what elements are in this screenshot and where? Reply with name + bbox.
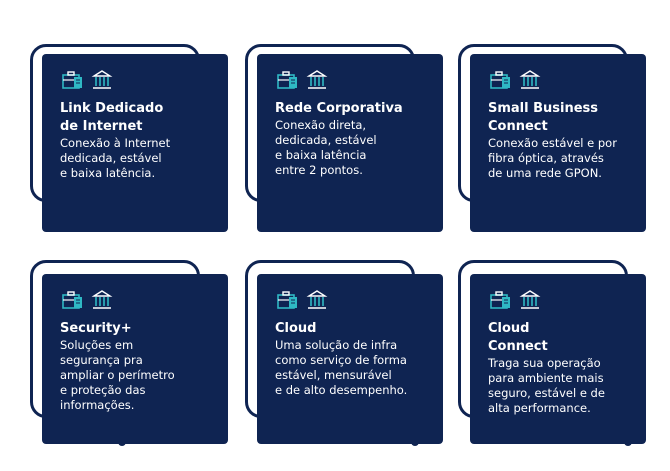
card-title: Rede Corporativa — [275, 101, 403, 116]
service-card-cloud: Cloud Uma solução de infra como serviço … — [245, 260, 445, 450]
briefcase-document-icon — [60, 68, 84, 92]
briefcase-document-icon — [488, 68, 512, 92]
bank-building-icon — [90, 288, 114, 312]
bank-building-icon — [518, 68, 542, 92]
card-description: Conexão à Internet dedicada, estável e b… — [60, 136, 171, 180]
briefcase-document-icon — [488, 288, 512, 312]
card-title: Cloud — [275, 321, 317, 336]
card-panel: Cloud Connect Traga sua operação para am… — [470, 274, 646, 444]
card-description: Uma solução de infra como serviço de for… — [275, 338, 408, 397]
service-card-security: Security+ Soluções em segurança pra ampl… — [30, 260, 230, 450]
card-panel: Security+ Soluções em segurança pra ampl… — [42, 274, 228, 444]
bank-building-icon — [305, 288, 329, 312]
service-card-link-dedicado: Link Dedicado de Internet Conexão à Inte… — [30, 44, 230, 234]
service-card-rede-corporativa: Rede Corporativa Conexão direta, dedicad… — [245, 44, 445, 234]
briefcase-document-icon — [60, 288, 84, 312]
card-title: Cloud Connect — [488, 321, 548, 354]
card-title: Security+ — [60, 321, 132, 336]
briefcase-document-icon — [275, 288, 299, 312]
bank-building-icon — [305, 68, 329, 92]
card-description: Conexão direta, dedicada, estável e baix… — [275, 118, 377, 177]
card-title: Link Dedicado de Internet — [60, 101, 164, 134]
card-description: Soluções em segurança pra ampliar o perí… — [60, 338, 175, 412]
service-card-small-business: Small Business Connect Conexão estável e… — [458, 44, 658, 234]
bank-building-icon — [518, 288, 542, 312]
card-panel: Rede Corporativa Conexão direta, dedicad… — [257, 54, 443, 232]
bank-building-icon — [90, 68, 114, 92]
briefcase-document-icon — [275, 68, 299, 92]
card-panel: Link Dedicado de Internet Conexão à Inte… — [42, 54, 228, 232]
service-card-cloud-connect: Cloud Connect Traga sua operação para am… — [458, 260, 658, 450]
card-panel: Cloud Uma solução de infra como serviço … — [257, 274, 443, 444]
card-description: Conexão estável e por fibra óptica, atra… — [488, 136, 617, 180]
card-panel: Small Business Connect Conexão estável e… — [470, 54, 646, 232]
card-description: Traga sua operação para ambiente mais se… — [488, 356, 605, 415]
card-title: Small Business Connect — [488, 101, 599, 134]
